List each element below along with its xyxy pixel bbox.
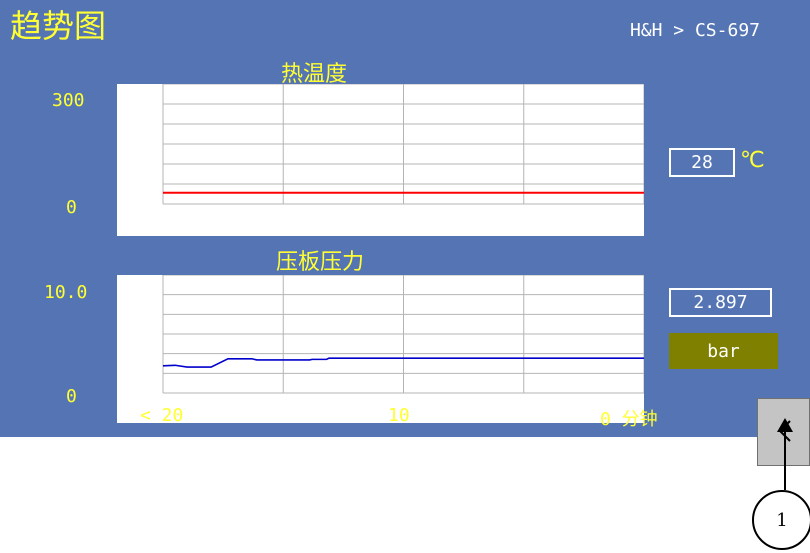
pressure-series-line (162, 357, 644, 368)
pressure-chart (117, 275, 644, 423)
breadcrumb: H&H > CS-697 (629, 20, 760, 41)
pressure-chart-title: 压板压力 (276, 250, 365, 275)
temperature-chart (117, 84, 644, 236)
temperature-readout: 28 (669, 148, 735, 177)
temperature-chart-title: 热温度 (281, 62, 348, 87)
callout-arrowhead (777, 418, 793, 432)
callout-marker: 1 (752, 490, 810, 550)
pressure-ymin-label: 0 (66, 386, 77, 407)
x-axis-mid-label: 10 (388, 405, 410, 426)
temperature-plot (162, 84, 644, 205)
temperature-ymin-label: 0 (66, 197, 77, 218)
pressure-unit: bar (669, 333, 778, 369)
pressure-readout: 2.897 (669, 288, 772, 317)
hmi-screen: 趋势图 H&H > CS-697 热温度 300 0 28 ℃ 压板压力 10.… (0, 0, 810, 437)
grid-lines (162, 275, 644, 394)
pressure-ymax-label: 10.0 (44, 282, 88, 303)
x-axis-left-label: < 20 (140, 405, 184, 426)
page-title: 趋势图 (10, 7, 107, 45)
temperature-ymax-label: 300 (52, 90, 85, 111)
back-button[interactable] (757, 398, 810, 466)
callout-leader-line (784, 426, 786, 490)
temperature-unit: ℃ (740, 148, 765, 173)
pressure-plot (162, 275, 644, 394)
grid-lines (162, 84, 644, 205)
x-axis-right-label: 0 分钟 (600, 409, 658, 430)
